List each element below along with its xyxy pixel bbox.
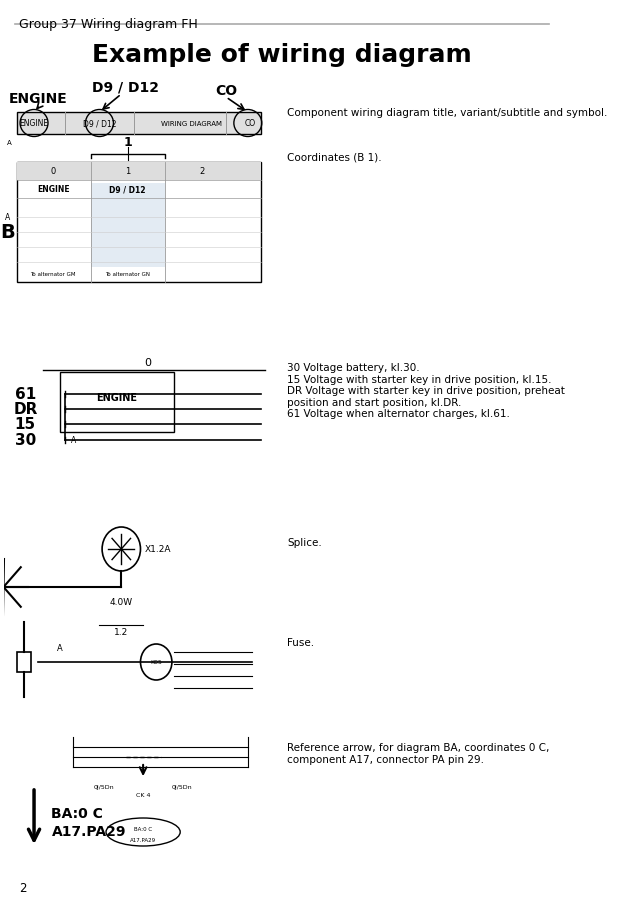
Text: BA:0 C: BA:0 C <box>134 826 152 832</box>
Text: DR: DR <box>13 402 38 417</box>
Text: ENGINE: ENGINE <box>20 119 48 128</box>
Text: A: A <box>71 436 76 445</box>
Text: 1: 1 <box>124 136 132 149</box>
Text: WIRING DIAGRAM: WIRING DIAGRAM <box>161 121 221 127</box>
Text: 2: 2 <box>199 167 204 176</box>
Text: CK 4: CK 4 <box>136 793 151 797</box>
FancyBboxPatch shape <box>91 184 165 268</box>
FancyBboxPatch shape <box>17 163 261 282</box>
Text: A17.PA29: A17.PA29 <box>130 838 156 842</box>
Text: 15: 15 <box>15 417 36 432</box>
Text: Example of wiring diagram: Example of wiring diagram <box>92 43 471 67</box>
Text: CO: CO <box>215 84 237 98</box>
Text: 1: 1 <box>125 167 130 176</box>
Text: 0J/5Dn: 0J/5Dn <box>94 785 114 789</box>
FancyBboxPatch shape <box>17 163 261 180</box>
Text: Reference arrow, for diagram BA, coordinates 0 C,
component A17, connector PA pi: Reference arrow, for diagram BA, coordin… <box>287 742 549 764</box>
FancyBboxPatch shape <box>17 652 31 672</box>
Text: D9 / D12: D9 / D12 <box>92 81 159 95</box>
Text: Group 37 Wiring diagram FH: Group 37 Wiring diagram FH <box>19 18 198 31</box>
Text: ENGINE: ENGINE <box>96 392 137 402</box>
Text: 0J/5Dn: 0J/5Dn <box>172 785 193 789</box>
Text: Component wiring diagram title, variant/subtitle and symbol.: Component wiring diagram title, variant/… <box>287 108 607 118</box>
FancyBboxPatch shape <box>60 373 174 433</box>
FancyBboxPatch shape <box>17 113 261 135</box>
Text: Fuse.: Fuse. <box>287 638 314 648</box>
Text: A: A <box>57 643 63 652</box>
Text: ENGINE: ENGINE <box>9 92 68 106</box>
Text: 2: 2 <box>19 881 27 894</box>
Text: Coordinates (B 1).: Coordinates (B 1). <box>287 152 382 163</box>
Text: 30 Voltage battery, kl.30.
15 Voltage with starter key in drive position, kl.15.: 30 Voltage battery, kl.30. 15 Voltage wi… <box>287 363 565 419</box>
Text: D9 / D12: D9 / D12 <box>109 185 145 194</box>
Text: B: B <box>1 224 15 243</box>
Text: To alternator GM: To alternator GM <box>31 272 76 277</box>
Text: ENGINE: ENGINE <box>37 185 70 194</box>
Text: 4.0W: 4.0W <box>110 597 133 606</box>
Text: 1.2: 1.2 <box>114 627 128 636</box>
Text: K05: K05 <box>151 659 162 665</box>
Text: 0: 0 <box>50 167 56 176</box>
Text: A: A <box>5 213 10 222</box>
Text: A: A <box>7 140 12 146</box>
Text: 61: 61 <box>15 387 36 402</box>
Text: 0: 0 <box>144 357 151 368</box>
Text: Splice.: Splice. <box>287 538 322 548</box>
Text: CO: CO <box>245 119 256 128</box>
Text: X1.2A: X1.2A <box>145 545 172 554</box>
Text: 30: 30 <box>15 433 36 448</box>
Text: D9 / D12: D9 / D12 <box>83 119 116 128</box>
Text: To alternator GN: To alternator GN <box>105 272 150 277</box>
Text: BA:0 C
A17.PA29: BA:0 C A17.PA29 <box>52 805 126 838</box>
